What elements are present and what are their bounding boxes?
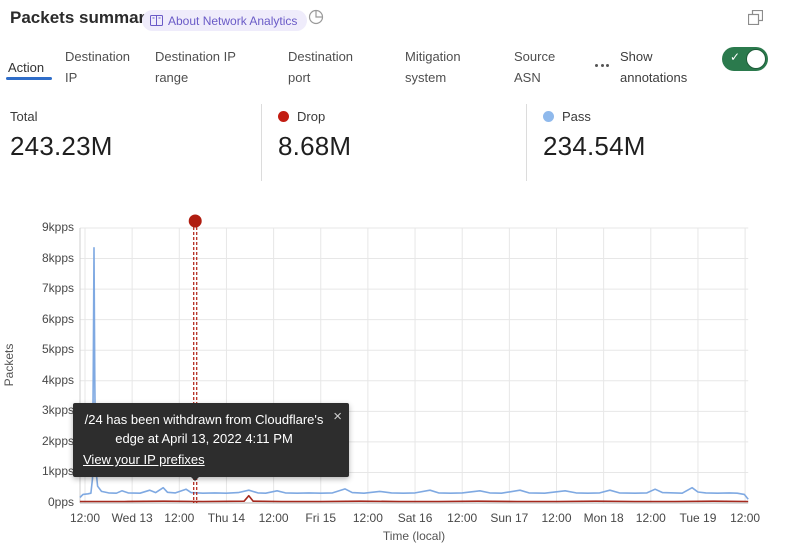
x-tick-label: Thu 14 xyxy=(207,511,246,525)
stat-drop: Drop 8.68M xyxy=(278,109,351,162)
x-tick-label: Mon 18 xyxy=(583,511,624,525)
stat-total-value: 243.23M xyxy=(10,131,113,161)
x-tick-label: 12:00 xyxy=(447,511,478,525)
page-title: Packets summary xyxy=(10,8,155,27)
y-tick-label: 3kpps xyxy=(41,403,74,418)
y-tick-label: 0pps xyxy=(47,495,74,509)
drop-series-line xyxy=(79,494,749,503)
tab-destination-ip[interactable]: Destination IP xyxy=(65,49,131,85)
stat-drop-label: Drop xyxy=(297,109,326,124)
y-tick-label: 7kpps xyxy=(41,281,74,296)
expand-icon[interactable] xyxy=(747,9,764,26)
stat-total: Total 243.23M xyxy=(10,109,113,162)
y-tick-label: 6kpps xyxy=(41,311,74,326)
stat-total-label: Total xyxy=(10,109,38,124)
show-annotations-toggle[interactable]: ✓ xyxy=(722,47,768,71)
x-tick-label: Sat 16 xyxy=(397,511,433,525)
view-ip-prefixes-link[interactable]: View your IP prefixes xyxy=(83,452,205,467)
stat-drop-value: 8.68M xyxy=(278,131,352,161)
stat-pass: Pass 234.54M xyxy=(543,109,646,162)
time-range-icon[interactable] xyxy=(308,9,324,25)
x-tick-label: Sun 17 xyxy=(490,511,529,525)
annotation-marker-dot[interactable] xyxy=(188,214,202,228)
y-tick-label: 1kpps xyxy=(41,464,74,479)
x-tick-label: 12:00 xyxy=(258,511,289,525)
tab-destination-port[interactable]: Destination port xyxy=(288,49,354,85)
x-tick-label: 12:00 xyxy=(541,511,572,525)
show-annotations-label: Show annotations xyxy=(620,49,688,85)
y-tick-label: 8kpps xyxy=(41,250,74,265)
annotation-text: /24 has been withdrawn from Cloudflare's… xyxy=(84,412,324,446)
annotation-tooltip: × /24 has been withdrawn from Cloudflare… xyxy=(73,403,349,477)
x-tick-label: 12:00 xyxy=(69,511,101,525)
tab-source-asn[interactable]: Source ASN xyxy=(514,49,556,85)
x-axis-title: Time (local) xyxy=(382,529,446,543)
x-tick-label: 12:00 xyxy=(730,511,761,525)
tab-mitigation-system[interactable]: Mitigation system xyxy=(405,49,461,85)
x-tick-label: Wed 13 xyxy=(111,511,153,525)
active-tab-underline xyxy=(6,77,52,80)
divider xyxy=(261,104,262,181)
more-tabs-icon[interactable] xyxy=(595,64,609,67)
check-icon: ✓ xyxy=(730,50,741,64)
divider xyxy=(526,104,527,181)
tab-action[interactable]: Action xyxy=(8,60,45,75)
badge-label: About Network Analytics xyxy=(168,13,298,28)
y-axis-title: Packets xyxy=(2,343,16,387)
tooltip-arrow xyxy=(183,469,207,481)
x-tick-label: Fri 15 xyxy=(305,511,337,525)
stat-pass-value: 234.54M xyxy=(543,131,646,161)
x-tick-label: 12:00 xyxy=(635,511,666,525)
about-network-analytics-badge[interactable]: About Network Analytics xyxy=(142,10,308,31)
y-tick-label: 2kpps xyxy=(41,433,74,448)
y-tick-label: 5kpps xyxy=(41,342,74,357)
toggle-knob xyxy=(746,49,766,69)
y-tick-label: 4kpps xyxy=(41,372,74,387)
x-tick-label: 12:00 xyxy=(164,511,195,525)
pass-series-line xyxy=(79,247,749,500)
pass-series-dot xyxy=(543,111,554,122)
stat-pass-label: Pass xyxy=(562,109,591,124)
drop-series-dot xyxy=(278,111,289,122)
close-icon[interactable]: × xyxy=(333,408,342,425)
tab-destination-ip-range[interactable]: Destination IP range xyxy=(155,49,236,85)
book-icon xyxy=(150,15,163,26)
x-tick-label: Tue 19 xyxy=(679,511,717,525)
x-tick-label: 12:00 xyxy=(352,511,383,525)
y-tick-label: 9kpps xyxy=(41,219,74,234)
